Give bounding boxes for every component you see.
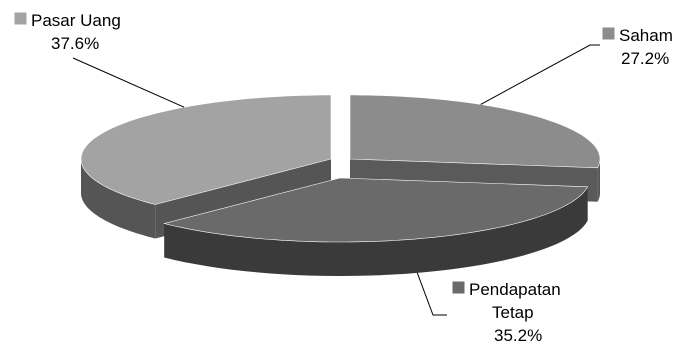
pie-side-saham <box>597 159 600 202</box>
legend-swatch-pendapatan-tetap <box>452 281 465 294</box>
slice-value-pasar-uang: 37.6% <box>51 34 99 53</box>
pie-side-pasar-uang <box>81 159 156 239</box>
leader-lines <box>72 44 600 316</box>
slice-value-saham: 27.2% <box>621 49 669 68</box>
slice-label-pendapatan-tetap-line1: Pendapatan <box>469 280 561 299</box>
pie-slice-saham <box>349 94 601 169</box>
pie-side-pendapatan-tetap <box>164 186 588 276</box>
pie-tops <box>80 94 601 243</box>
pie-slice-pasar-uang <box>80 94 332 205</box>
slice-label-pendapatan-tetap-line2: Tetap <box>492 303 534 322</box>
pie-slice-pendapatan-tetap <box>163 177 589 243</box>
slice-value-pendapatan-tetap: 35.2% <box>494 326 542 345</box>
leader-line-saham <box>480 44 600 105</box>
slice-label-pasar-uang: Pasar Uang <box>31 11 121 30</box>
legend-swatch-pasar-uang <box>14 12 27 25</box>
leader-line-pendapatan-tetap <box>416 272 447 316</box>
leader-line-pasar-uang <box>72 57 185 108</box>
slice-label-saham: Saham <box>619 26 673 45</box>
legend-swatch-saham <box>602 27 615 40</box>
